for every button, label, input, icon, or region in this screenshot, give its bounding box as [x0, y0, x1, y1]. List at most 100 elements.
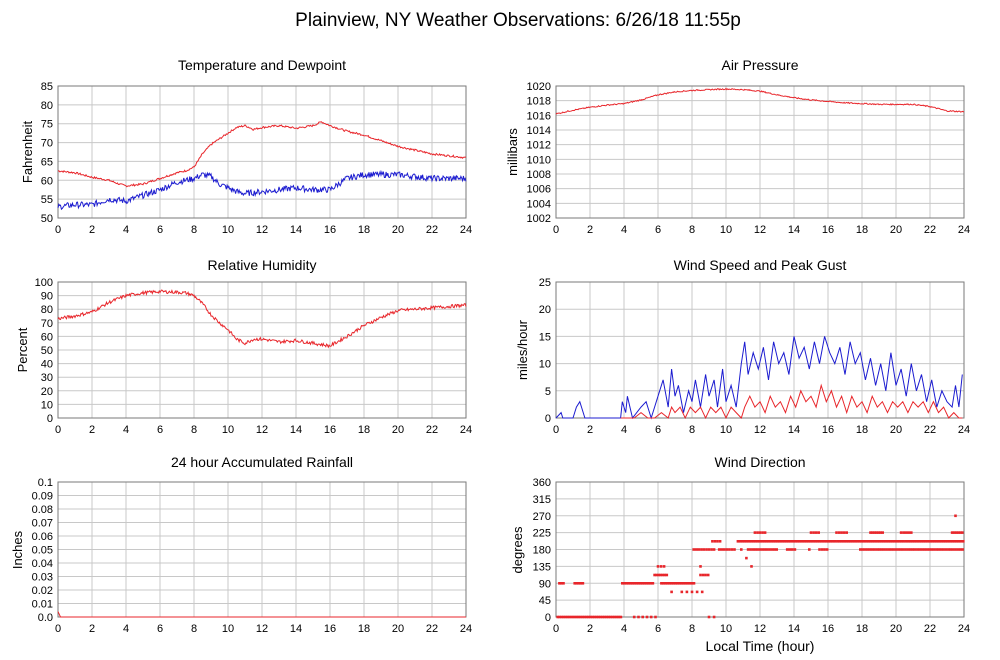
data-point: [858, 540, 861, 543]
data-point: [913, 540, 916, 543]
y-axis-label: Percent: [15, 327, 30, 372]
data-point: [662, 582, 665, 585]
data-point: [582, 615, 586, 619]
x-tick-label: 18: [856, 224, 868, 236]
data-point: [647, 582, 651, 585]
data-point: [785, 548, 789, 551]
data-point: [649, 582, 653, 585]
y-tick-label: 1006: [527, 184, 551, 196]
data-point: [902, 531, 905, 534]
y-tick-label: 0.0: [38, 612, 53, 624]
x-tick-label: 22: [426, 424, 438, 436]
data-point: [603, 615, 606, 619]
data-point: [811, 540, 815, 543]
data-point: [812, 531, 815, 534]
data-point: [845, 531, 848, 534]
data-point: [697, 548, 701, 551]
data-point: [951, 548, 955, 551]
data-point: [791, 540, 795, 543]
data-point: [933, 540, 936, 543]
x-tick-label: 0: [55, 623, 61, 635]
data-point: [680, 582, 684, 585]
data-point: [922, 540, 925, 543]
wind-direction-plot: 0 2 4 6 8 10 12 14 16 18 20 22 240459013518022527031…: [533, 477, 970, 635]
y-tick-label: 135: [533, 561, 551, 573]
data-point: [632, 615, 636, 619]
data-point: [733, 548, 736, 551]
data-point: [935, 540, 939, 543]
data-point: [849, 540, 852, 543]
data-point: [913, 548, 917, 551]
data-point: [915, 540, 919, 543]
data-point: [641, 615, 644, 619]
data-point: [944, 540, 947, 543]
data-point: [701, 573, 705, 577]
data-point: [831, 540, 835, 543]
data-point: [718, 540, 722, 543]
x-tick-label: 24: [460, 424, 472, 436]
data-point: [789, 540, 793, 543]
data-point: [761, 531, 764, 534]
data-point: [599, 615, 602, 619]
data-point: [939, 540, 943, 543]
data-point: [957, 540, 961, 543]
x-tick-label: 16: [822, 424, 834, 436]
data-point: [800, 540, 804, 543]
x-tick-label: 18: [856, 623, 868, 635]
data-point: [920, 548, 924, 551]
panel-title: Relative Humidity: [208, 257, 317, 273]
x-tick-label: 12: [256, 623, 268, 635]
panel-title: Temperature and Dewpoint: [178, 57, 346, 73]
data-point: [716, 540, 719, 543]
data-point: [763, 540, 766, 543]
x-tick-label: 2: [587, 424, 593, 436]
data-point: [873, 548, 876, 551]
data-point: [758, 548, 762, 551]
data-point: [877, 531, 880, 534]
x-tick-label: 14: [788, 224, 800, 236]
series-line: [57, 169, 467, 211]
y-tick-label: 90: [41, 291, 53, 303]
y-tick-label: 65: [41, 156, 53, 168]
data-point: [906, 540, 910, 543]
data-point: [645, 615, 649, 619]
data-point: [609, 615, 612, 619]
data-point: [659, 573, 662, 577]
x-tick-label: 20: [392, 623, 404, 635]
series-line: [57, 611, 466, 618]
data-point: [794, 540, 797, 543]
data-point: [783, 540, 786, 543]
data-point: [836, 540, 839, 543]
rainfall-plot: 0 2 4 6 8 10 12 14 16 18 20 22 240.00.010.020.030.04…: [32, 477, 473, 635]
plot-frame: [57, 85, 467, 219]
y-tick-label: 20: [539, 304, 551, 316]
data-point: [749, 548, 752, 551]
x-tick-label: 10: [222, 424, 234, 436]
data-point: [881, 531, 884, 534]
data-point: [562, 582, 565, 585]
data-point: [631, 582, 634, 585]
y-tick-label: 1014: [527, 125, 551, 137]
x-tick-label: 12: [256, 424, 268, 436]
y-tick-label: 40: [41, 359, 53, 371]
data-point: [939, 548, 943, 551]
data-point: [882, 548, 886, 551]
x-tick-label: 10: [222, 623, 234, 635]
data-point: [704, 573, 707, 577]
data-point: [835, 531, 838, 534]
data-point: [662, 565, 666, 568]
data-point: [621, 582, 624, 585]
data-point: [695, 590, 699, 594]
x-tick-label: 22: [924, 224, 936, 236]
data-point: [853, 540, 857, 543]
data-point: [880, 540, 883, 543]
data-point: [695, 548, 698, 551]
data-point: [901, 548, 905, 551]
y-tick-label: 25: [539, 277, 551, 289]
data-point: [575, 582, 578, 585]
y-axis-label: degrees: [510, 526, 525, 573]
data-point: [637, 582, 640, 585]
data-point: [643, 582, 646, 585]
y-tick-label: 0: [545, 413, 551, 425]
data-point: [875, 540, 879, 543]
